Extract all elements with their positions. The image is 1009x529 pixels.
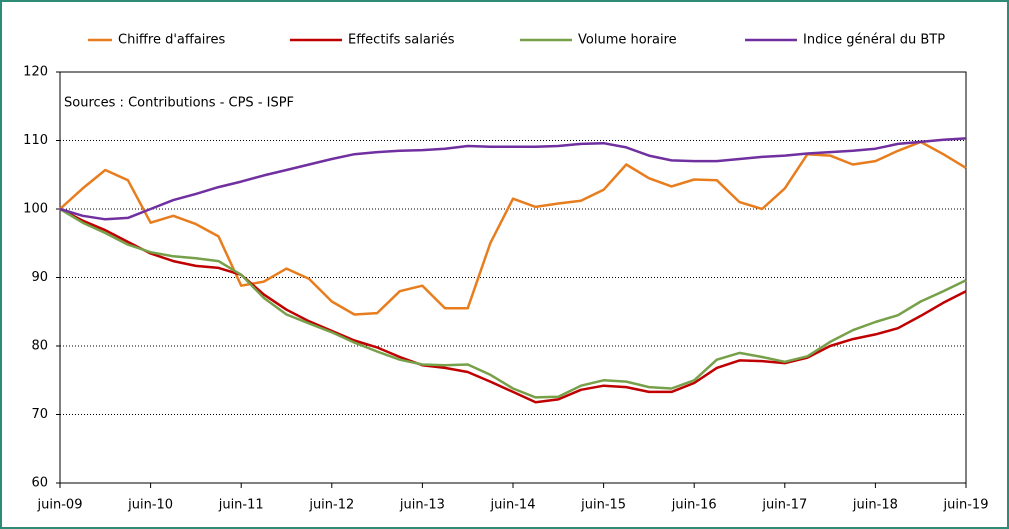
legend-label: Indice général du BTP — [803, 33, 945, 48]
series-line — [59, 207, 967, 399]
x-tick-label: juin-12 — [308, 498, 354, 513]
x-tick-label: juin-16 — [671, 498, 717, 513]
annotation: Sources : Contributions - CPS - ISPF — [64, 96, 294, 111]
y-tick-label: 100 — [23, 202, 48, 217]
series-line — [59, 137, 967, 221]
x-tick-label: juin-15 — [580, 498, 626, 513]
x-tick-label: juin-11 — [218, 498, 264, 513]
x-tick-label: juin-13 — [399, 498, 445, 513]
x-tick-label: juin-09 — [37, 498, 83, 513]
y-tick-label: 60 — [31, 476, 48, 491]
series-line — [59, 140, 967, 316]
y-tick-label: 110 — [23, 133, 48, 148]
y-tick-label: 90 — [31, 270, 48, 285]
x-tick-label: juin-19 — [943, 498, 989, 513]
legend-label: Volume horaire — [578, 33, 677, 48]
legend-label: Chiffre d'affaires — [118, 33, 225, 48]
x-tick-label: juin-17 — [761, 498, 807, 513]
x-tick-label: juin-10 — [127, 498, 173, 513]
series-line — [59, 207, 967, 404]
y-tick-label: 120 — [23, 65, 48, 80]
y-tick-label: 80 — [31, 339, 48, 354]
x-tick-label: juin-14 — [490, 498, 536, 513]
y-tick-label: 70 — [31, 407, 48, 422]
x-tick-label: juin-18 — [852, 498, 898, 513]
legend-label: Effectifs salariés — [348, 33, 455, 48]
